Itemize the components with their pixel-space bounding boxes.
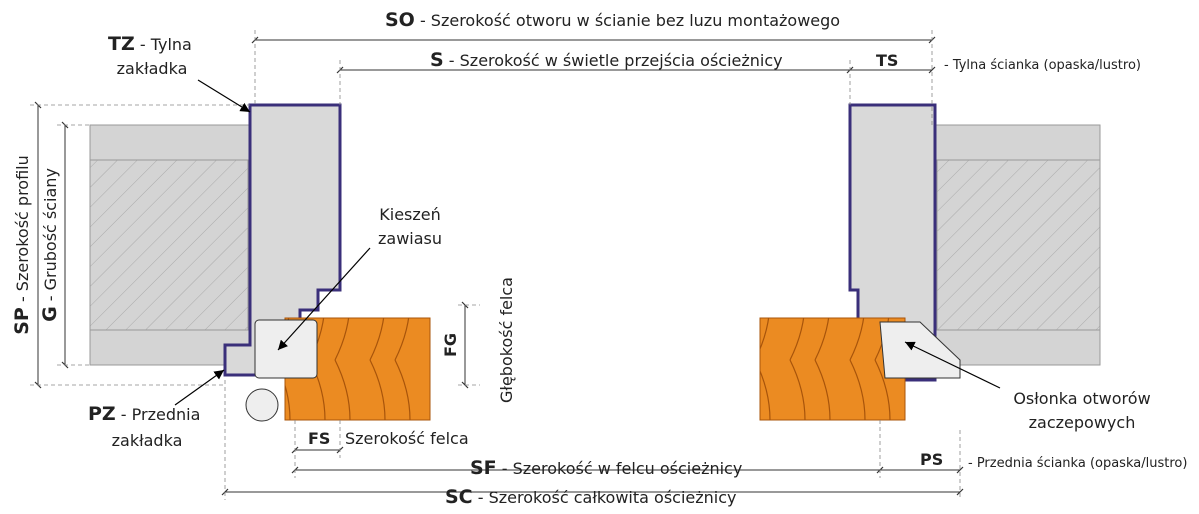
ps-code: PS bbox=[920, 450, 943, 469]
g-label: G - Grubość ściany bbox=[39, 168, 61, 322]
right-wall bbox=[935, 125, 1100, 365]
fs-code: FS bbox=[308, 429, 330, 448]
hinge-pocket bbox=[255, 320, 317, 378]
sp-label: SP - Szerokość profilu bbox=[11, 155, 33, 335]
diagram: SO - Szerokość otworu w ścianie bez luzu… bbox=[0, 0, 1199, 514]
so-label: SO - Szerokość otworu w ścianie bez luzu… bbox=[385, 9, 840, 31]
oslonka-line1: Osłonka otworów bbox=[1013, 389, 1150, 408]
ts-text: - Tylna ścianka (opaska/lustro) bbox=[944, 58, 1141, 73]
fg-text: Głębokość felca bbox=[497, 277, 516, 403]
fs-text: Szerokość felca bbox=[345, 429, 469, 448]
sc-label: SC - Szerokość całkowita ościeżnicy bbox=[445, 486, 737, 508]
ps-text: - Przednia ścianka (opaska/lustro) bbox=[968, 456, 1187, 471]
kieszen-line1: Kieszeń bbox=[379, 205, 441, 224]
oslonka-line2: zaczepowych bbox=[1029, 413, 1136, 432]
s-label: S - Szerokość w świetle przejścia oścież… bbox=[430, 49, 783, 71]
pz-label-line2: zakładka bbox=[112, 431, 183, 450]
tz-label: TZ - Tylna bbox=[108, 33, 192, 55]
left-wall bbox=[90, 125, 250, 365]
tz-label-line2: zakładka bbox=[117, 59, 188, 78]
ts-code: TS bbox=[876, 51, 898, 70]
pz-label: PZ - Przednia bbox=[88, 403, 200, 425]
hinge bbox=[246, 389, 278, 421]
fg-code: FG bbox=[441, 333, 460, 357]
kieszen-line2: zawiasu bbox=[378, 229, 442, 248]
sf-label: SF - Szerokość w felcu ościeżnicy bbox=[470, 457, 742, 479]
